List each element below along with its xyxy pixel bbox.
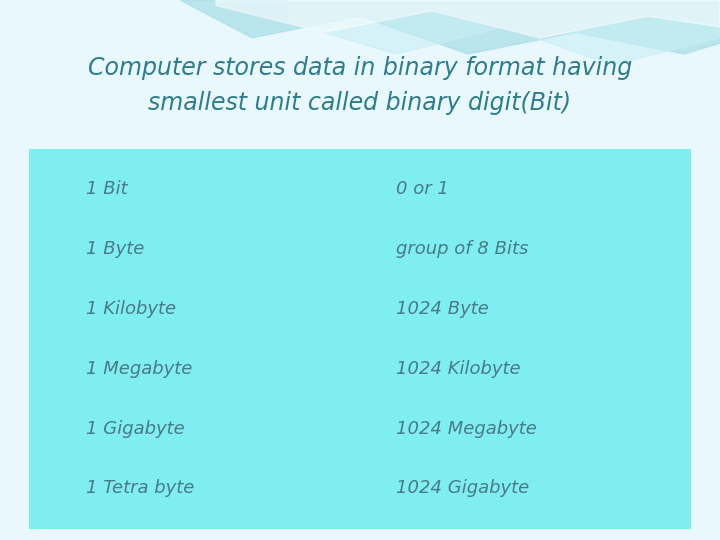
Text: 1024 Gigabyte: 1024 Gigabyte (396, 480, 529, 497)
Polygon shape (288, 0, 720, 65)
Text: group of 8 Bits: group of 8 Bits (396, 240, 528, 258)
Text: smallest unit called binary digit(Bit): smallest unit called binary digit(Bit) (148, 91, 572, 114)
Text: 1024 Megabyte: 1024 Megabyte (396, 420, 537, 437)
Text: 1 Bit: 1 Bit (86, 180, 128, 198)
Text: 1 Gigabyte: 1 Gigabyte (86, 420, 185, 437)
Text: 1 Kilobyte: 1 Kilobyte (86, 300, 176, 318)
Polygon shape (180, 0, 720, 54)
Text: 0 or 1: 0 or 1 (396, 180, 449, 198)
Text: 1024 Byte: 1024 Byte (396, 300, 489, 318)
Text: 1 Tetra byte: 1 Tetra byte (86, 480, 195, 497)
Text: 1024 Kilobyte: 1024 Kilobyte (396, 360, 521, 378)
FancyBboxPatch shape (29, 148, 691, 529)
Polygon shape (216, 0, 720, 38)
Text: Computer stores data in binary format having: Computer stores data in binary format ha… (88, 56, 632, 79)
Text: 1 Byte: 1 Byte (86, 240, 145, 258)
Text: 1 Megabyte: 1 Megabyte (86, 360, 193, 378)
